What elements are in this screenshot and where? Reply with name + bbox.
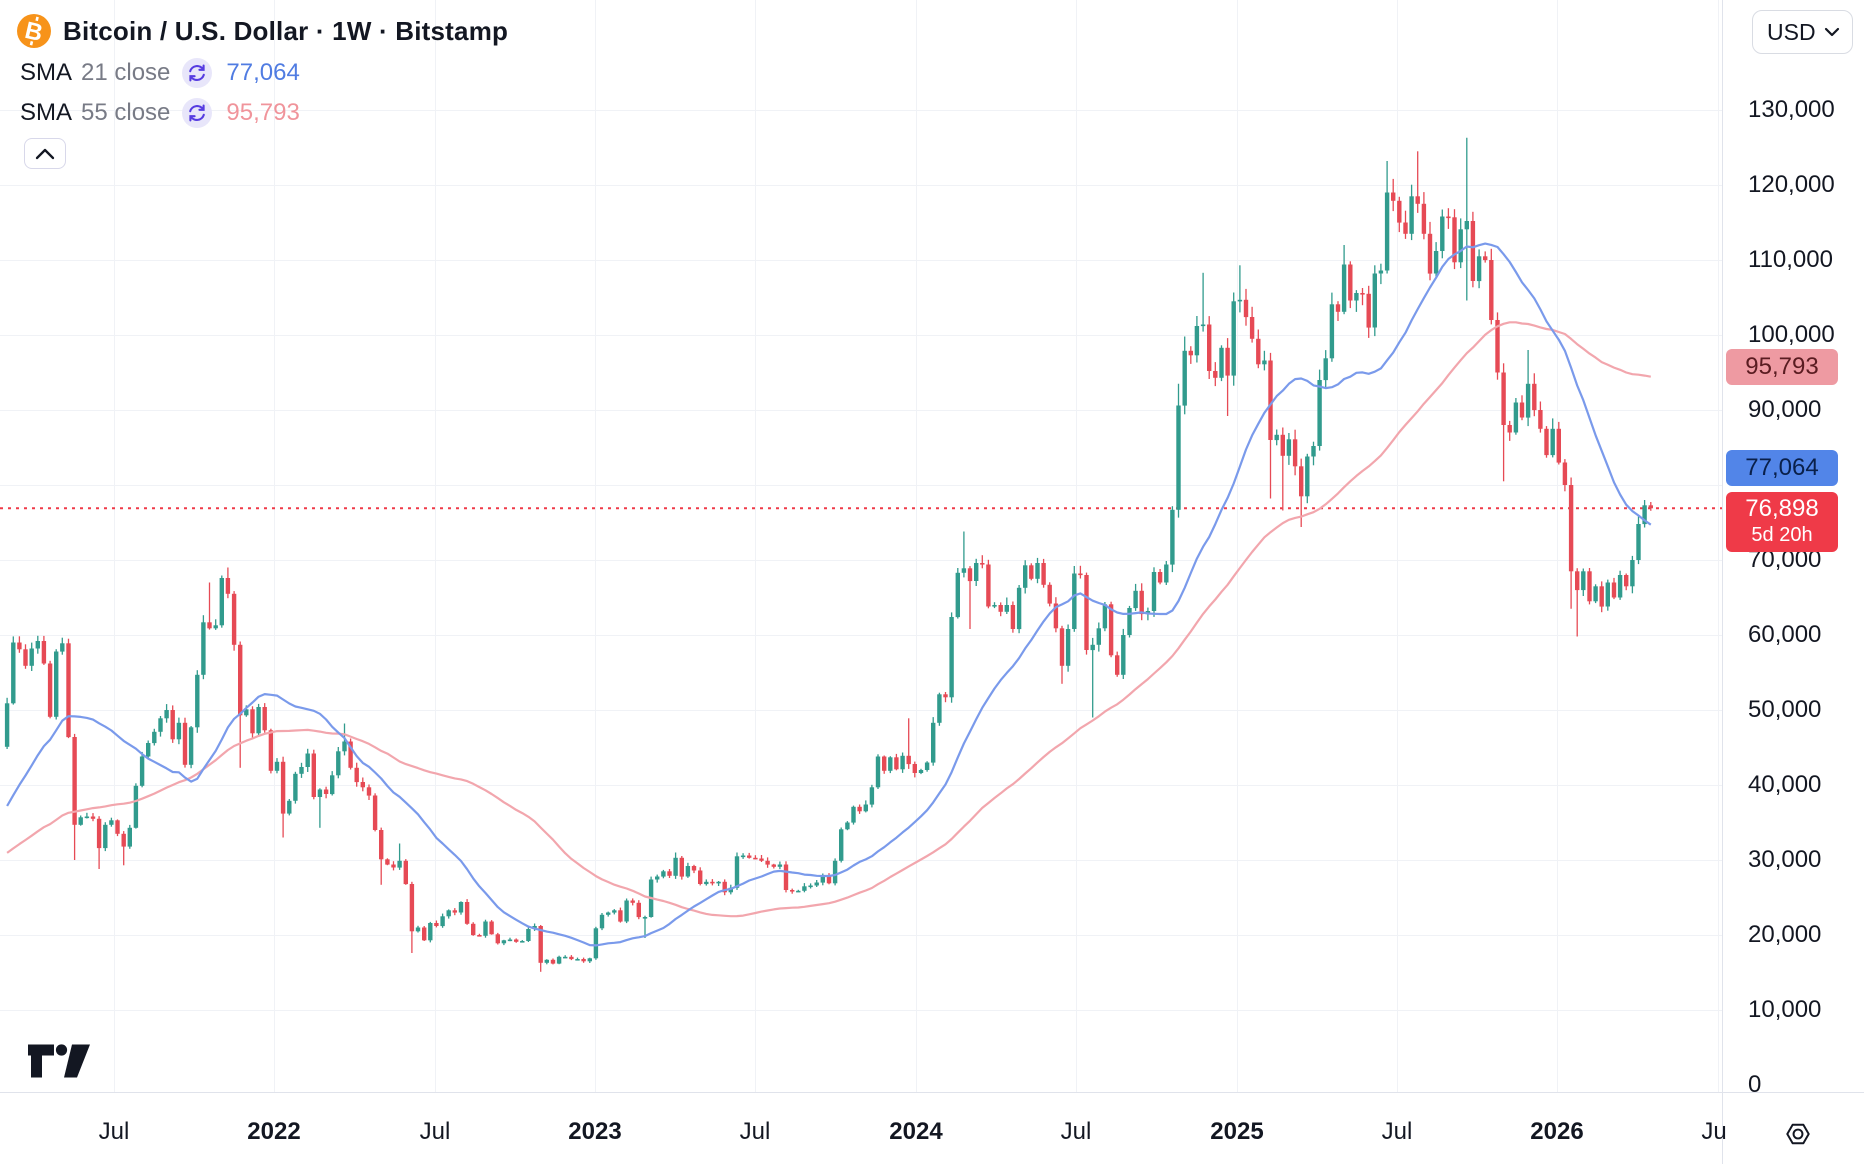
- sma55-price-badge: 95,793: [1726, 349, 1838, 385]
- sma-55-line: [6, 321, 1651, 918]
- collapse-legend-button[interactable]: [24, 138, 66, 169]
- indicator-value: 77,064: [226, 59, 300, 86]
- svg-text:B: B: [22, 17, 45, 47]
- indicator-name: SMA: [20, 59, 73, 86]
- refresh-icon[interactable]: [182, 58, 213, 88]
- bitcoin-icon: B: [17, 14, 51, 48]
- time-axis-label: 2026: [1530, 1118, 1584, 1145]
- price-scale-settings-button[interactable]: [1778, 1114, 1818, 1154]
- price-axis-label: 60,000: [1748, 621, 1822, 648]
- chevron-down-icon: [1824, 27, 1840, 37]
- time-axis-label: Jul: [739, 1118, 771, 1145]
- price-axis-label: 110,000: [1748, 246, 1833, 273]
- indicator-row-sma55[interactable]: SMA 55 close 95,793: [20, 97, 300, 129]
- currency-value: USD: [1767, 18, 1816, 45]
- gear-icon: [1786, 1123, 1810, 1145]
- grid-lines: [0, 0, 1722, 1092]
- time-axis-label: Jul: [1060, 1118, 1092, 1145]
- last-price-badge: 76,898 5d 20h: [1726, 492, 1838, 552]
- time-axis-label: 2023: [568, 1118, 622, 1145]
- price-axis-label: 100,000: [1748, 321, 1835, 348]
- indicator-row-sma21[interactable]: SMA 21 close 77,064: [20, 57, 300, 89]
- sma-21-line: [6, 242, 1652, 947]
- price-axis-label: 0: [1748, 1071, 1762, 1098]
- time-axis-label: Ju: [1701, 1118, 1727, 1145]
- bar-countdown: 5d 20h: [1751, 524, 1813, 546]
- sma21-price-badge: 77,064: [1726, 450, 1838, 486]
- price-axis-label: 20,000: [1748, 921, 1822, 948]
- indicator-name: SMA: [20, 99, 73, 126]
- time-axis-label: Jul: [1381, 1118, 1413, 1145]
- time-axis-label: 2022: [247, 1118, 301, 1145]
- time-axis[interactable]: Jul 2022 Jul 2023 Jul 2024 Jul 2025 Jul 2026 Ju: [0, 1092, 1864, 1164]
- time-axis-label: 2024: [889, 1118, 943, 1145]
- time-axis-label: Jul: [98, 1118, 130, 1145]
- indicator-value: 95,793: [226, 99, 300, 126]
- price-axis-label: 50,000: [1748, 696, 1822, 723]
- price-axis[interactable]: 130,000 120,000 110,000 100,000 90,000 70,000…: [1722, 0, 1864, 1097]
- symbol-title: Bitcoin / U.S. Dollar · 1W · Bitstamp: [63, 15, 509, 46]
- time-axis-label: Jul: [419, 1118, 451, 1145]
- price-axis-label: 40,000: [1748, 771, 1822, 798]
- candles-layer: [4, 137, 1653, 972]
- currency-selector[interactable]: USD: [1752, 10, 1853, 54]
- price-axis-label: 10,000: [1748, 996, 1822, 1023]
- refresh-icon[interactable]: [182, 98, 213, 128]
- indicator-params: 55 close: [81, 99, 171, 126]
- indicator-params: 21 close: [81, 59, 171, 86]
- price-axis-label: 30,000: [1748, 846, 1822, 873]
- tradingview-logo[interactable]: [28, 1044, 90, 1078]
- time-axis-label: 2025: [1210, 1118, 1264, 1145]
- price-axis-label: 130,000: [1748, 96, 1835, 123]
- last-price-value: 76,898: [1745, 495, 1819, 522]
- price-axis-label: 90,000: [1748, 396, 1822, 423]
- symbol-title-row[interactable]: B Bitcoin / U.S. Dollar · 1W · Bitstamp: [14, 11, 508, 51]
- price-axis-label: 120,000: [1748, 171, 1835, 198]
- chevron-up-icon: [35, 148, 55, 159]
